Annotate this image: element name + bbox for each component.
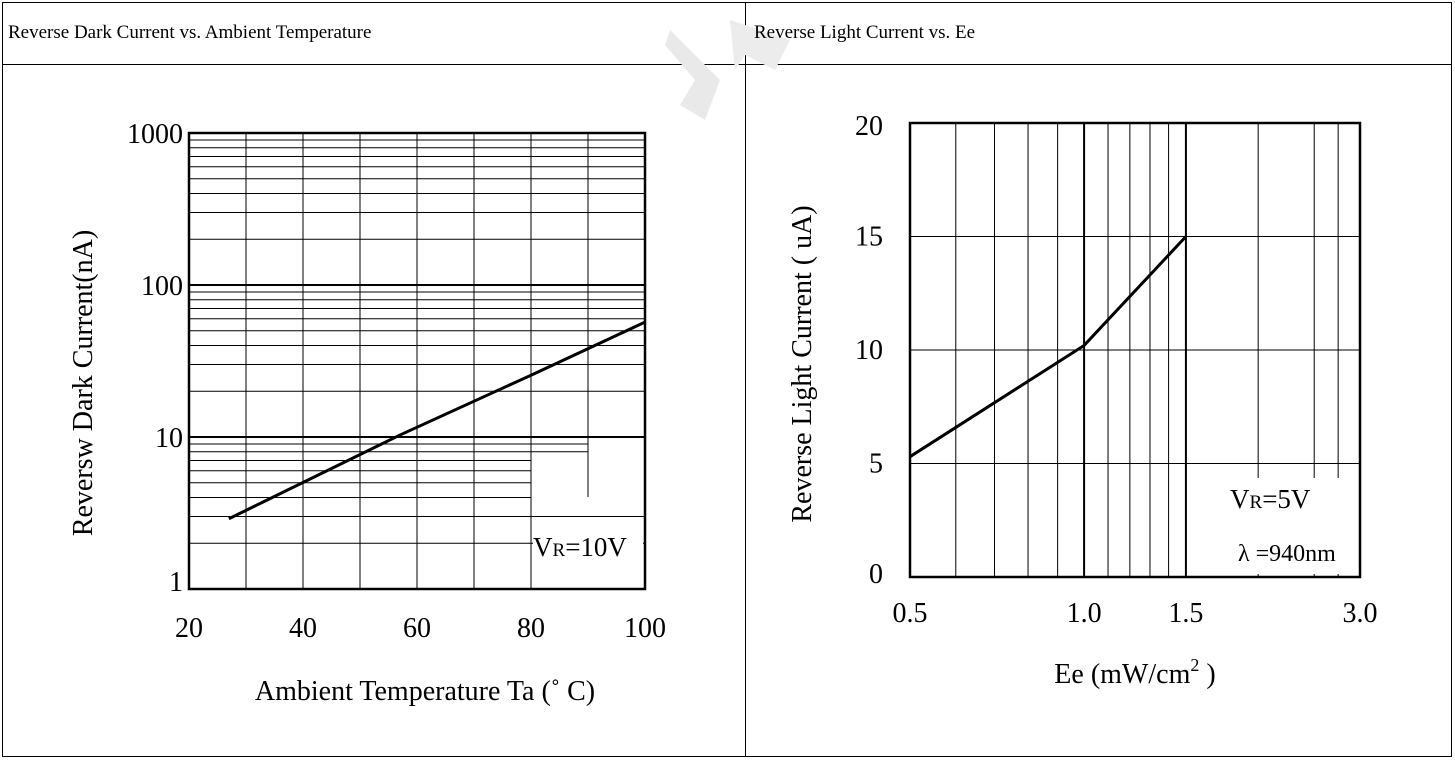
y-tick-label: 15 [855, 222, 883, 253]
panel-title-dark-current: Reverse Dark Current vs. Ambient Tempera… [8, 22, 372, 43]
x-tick-label: 0.5 [893, 598, 928, 629]
series-line [909, 235, 1188, 458]
watermark-logo [665, 20, 790, 120]
y-tick-label: 5 [869, 449, 883, 480]
y-tick-label: 1000 [127, 119, 183, 150]
x-tick-label: 3.0 [1343, 598, 1378, 629]
x-tick-label: 80 [517, 613, 545, 644]
series-line [228, 320, 646, 521]
y-axis-label: Reverse Light Current ( uA) [787, 205, 818, 522]
x-tick-label: 40 [289, 613, 317, 644]
x-axis-label: Ambient Temperature Ta (˚ C) [255, 676, 595, 707]
annotation-wavelength: λ =940nm [1238, 541, 1336, 567]
plot-area-border [187, 131, 647, 591]
plot-area-border [908, 121, 1362, 579]
x-tick-label: 20 [175, 613, 203, 644]
y-tick-label: 100 [141, 271, 183, 302]
dark-current-chart: VR=10V 20 40 60 80 100 1 10 100 1000 Ambient Tempe… [68, 119, 666, 707]
x-tick-label: 1.5 [1168, 598, 1203, 629]
column-divider [745, 2, 746, 757]
header-divider [2, 64, 1452, 65]
annotation-vr: VR=10V [533, 532, 627, 562]
panel-title-light-current: Reverse Light Current vs. Ee [754, 22, 976, 43]
y-tick-label: 10 [155, 423, 183, 454]
x-axis-label: Ee (mW/cm2 ) [1054, 655, 1215, 690]
y-tick-label: 10 [855, 335, 883, 366]
y-tick-label: 0 [869, 559, 883, 590]
x-tick-label: 100 [624, 613, 666, 644]
x-tick-label: 1.0 [1067, 598, 1102, 629]
y-tick-label: 20 [855, 111, 883, 142]
annotation-vr: VR=5V [1230, 484, 1311, 514]
x-tick-label: 60 [403, 613, 431, 644]
annotation-background [533, 525, 643, 565]
y-tick-label: 1 [169, 567, 183, 598]
y-axis-label: Reversw Dark Current(nA) [68, 230, 99, 536]
annotation-background [1224, 478, 1356, 574]
